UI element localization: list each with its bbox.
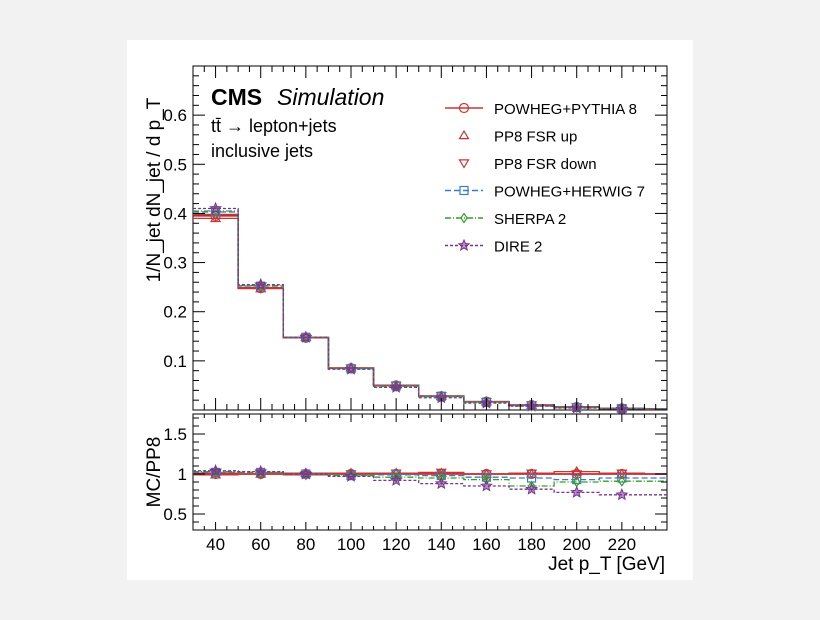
legend-marker-1 [458,129,470,140]
cms-label: CMS [211,84,262,110]
y-axis-title-text: 1/N_jet dN_jet / d p_T [144,97,165,282]
ratio-5-point [434,476,448,490]
series-line-4 [193,210,667,410]
ratio-5-point [389,473,403,486]
legend-marker-4 [460,212,468,224]
x-tick-label: 100 [337,535,365,554]
top-y-tick-label: 0.4 [163,204,187,223]
selection-label: inclusive jets [211,141,313,161]
legend-label-4: SHERPA 2 [494,211,566,228]
x-tick-label: 120 [382,535,410,554]
series-5-point [209,201,223,215]
x-tick-label: 160 [472,535,500,554]
legend-marker-5 [457,238,471,252]
ratio-2-point [480,470,492,480]
series-1-point [210,212,222,223]
ratio-5-point [254,464,268,478]
simulation-label: Simulation [277,84,384,110]
legend-label-0: POWHEG+PYTHIA 8 [494,101,637,118]
top-pad-content [193,201,667,415]
series-5-point [344,362,358,375]
ratio-5-point [525,482,539,495]
reference-histogram [193,215,667,410]
x-axis-title: Jet p_T [GeV] [548,554,665,575]
series-4-point [392,380,401,392]
ratio-3-point [572,475,582,485]
ratio-y-axis-title: MC/PP8 [144,437,165,508]
ratio-line-5 [193,470,667,496]
series-line-5 [193,207,667,411]
x-tick-label: 180 [517,535,545,554]
ratio-3-point [617,473,627,483]
ratio-2-point [571,470,583,480]
x-tick-label: 60 [251,535,270,554]
top-y-tick-label: 0.3 [163,254,187,273]
chart-svg: 0.1 0.2 0.3 0.4 0.5 0.6 0.5 1 1.5 40 60 80 100 120 140… [144,65,668,575]
axis-ticks: 0.1 0.2 0.3 0.4 0.5 0.6 0.5 1 1.5 40 60 80 100 120 140… [163,65,668,554]
series-5-point [254,277,268,291]
x-tick-label: 140 [427,535,455,554]
legend-label-3: POWHEG+HERWIG 7 [494,184,645,201]
process-label: tt̄ → lepton+jets [211,116,337,136]
ratio-5-point [570,485,584,498]
x-tick-label: 80 [296,535,315,554]
ratio-5-point [299,467,313,480]
x-tick-label: 220 [608,535,636,554]
series-5-point [389,380,403,393]
x-tick-label: 200 [563,535,591,554]
ratio-pad-content [193,463,667,501]
legend-marker-0 [458,102,470,114]
series-4-point [347,362,355,374]
legend-label-2: PP8 FSR down [494,156,597,173]
ratio-y-tick-label: 1 [178,465,187,484]
top-y-tick-label: 0.5 [163,155,187,174]
ratio-4-point [617,475,626,487]
y-axis-title: 1/N_jet dN_jet / d p_T [144,97,165,282]
ratio-y-axis-title-text: MC/PP8 [144,437,165,508]
ratio-5-point [615,487,629,501]
series-5-point [299,330,313,343]
ratio-y-tick-label: 1.5 [163,425,187,444]
ratio-2-point [390,469,402,479]
ratio-y-tick-label: 0.5 [163,505,187,524]
legend-label-1: PP8 FSR up [494,129,577,146]
figure-canvas: 0.1 0.2 0.3 0.4 0.5 0.6 0.5 1 1.5 40 60 80 100 120 140… [127,40,693,580]
top-y-tick-label: 0.1 [163,352,187,371]
legend-marker-3 [459,185,469,196]
ratio-5-point [344,469,358,482]
top-y-tick-label: 0.2 [163,303,187,322]
x-tick-label: 40 [206,535,225,554]
legend: POWHEG+PYTHIA 8 PP8 FSR up PP8 FSR down POW… [445,101,645,256]
ratio-5-point [209,463,223,477]
ratio-5-point [479,479,493,492]
series-line-3 [193,211,667,410]
legend-marker-2 [458,159,470,169]
ratio-2-point [435,468,447,479]
series-line-1 [193,217,667,410]
legend-label-5: DIRE 2 [494,239,542,256]
series-line-0 [193,215,667,410]
top-y-tick-label: 0.6 [163,106,187,125]
series-line-2 [193,213,667,410]
